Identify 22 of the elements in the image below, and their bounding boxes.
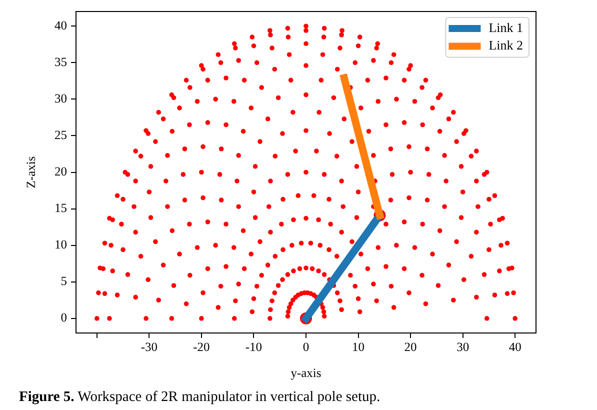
y-tick-label: 25	[54, 128, 67, 142]
x-tick-label: -10	[245, 340, 262, 354]
y-tick-label: 15	[54, 201, 67, 216]
x-tick-label: -30	[140, 340, 158, 354]
y-tick-label: 30	[54, 91, 67, 106]
x-tick-label: 20	[404, 340, 417, 354]
caption: Figure 5. Workspace of 2R manipulator in vertical pole setup.	[19, 389, 380, 406]
x-tick-label: 30	[456, 340, 470, 354]
y-tick-label: 40	[54, 18, 67, 32]
y-tick-label: 20	[54, 164, 67, 179]
x-tick-label: -20	[193, 340, 210, 354]
x-tick-label: 40	[508, 340, 522, 354]
y-axis-title: Z-axis	[24, 156, 38, 188]
y-tick-label: 0	[60, 310, 67, 325]
legend-label: Link 1	[488, 20, 524, 35]
y-tick-label: 10	[54, 238, 67, 252]
y-tick-label: 5	[60, 274, 67, 288]
x-tick-label: 10	[352, 340, 365, 354]
x-tick-label: 0	[302, 340, 310, 354]
legend-label: Link 2	[488, 38, 524, 53]
y-tick-label: 35	[54, 54, 67, 69]
x-axis-title: y-axis	[290, 366, 322, 380]
